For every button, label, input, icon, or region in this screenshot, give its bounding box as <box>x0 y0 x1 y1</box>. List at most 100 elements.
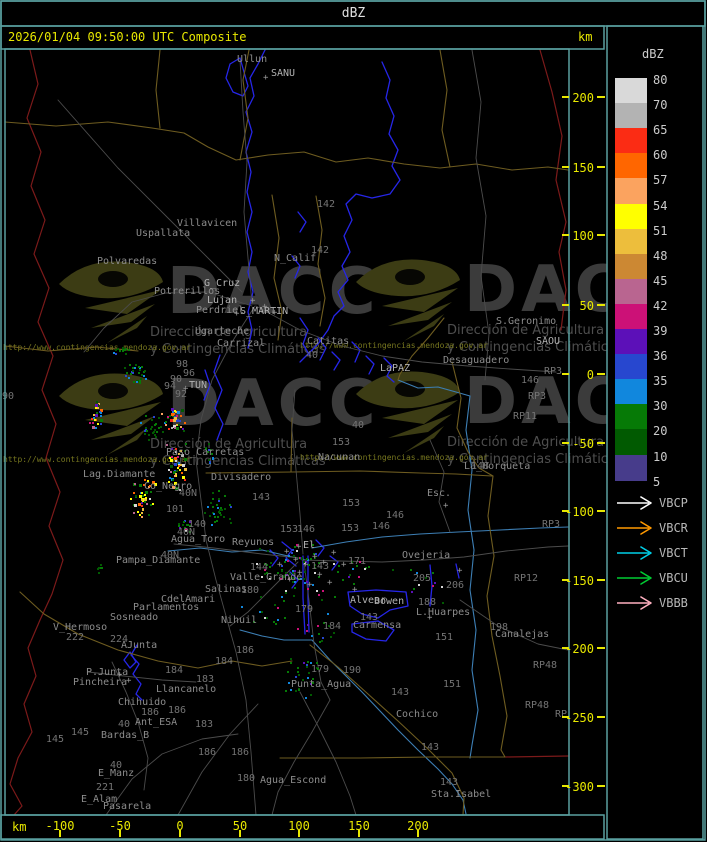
rivers-line <box>383 357 395 383</box>
radar-echo-pixel <box>136 379 138 382</box>
radar-echo-pixel <box>277 618 280 621</box>
map-label: 186 <box>198 747 217 758</box>
radar-echo-pixel <box>138 380 141 382</box>
right-axis-tick-label: 100 <box>572 229 594 243</box>
map-label: 180 <box>241 585 260 596</box>
radar-echo-pixel <box>293 595 296 598</box>
radar-echo-pixel <box>161 430 164 433</box>
roads-line <box>57 99 243 293</box>
map-label: 143 <box>311 561 330 572</box>
map-label: 153 <box>341 523 360 534</box>
map-label: 143 <box>252 492 271 503</box>
radar-echo-pixel <box>94 413 98 417</box>
rivers-line <box>315 539 325 557</box>
radar-echo-pixel <box>96 407 99 410</box>
depts-line <box>205 470 493 477</box>
vector-label: VBCU <box>659 571 688 585</box>
radar-echo-pixel <box>209 460 212 463</box>
map-label: 153 <box>332 437 351 448</box>
radar-echo-pixel <box>173 469 176 472</box>
radar-echo-pixel <box>93 413 96 416</box>
watermark-caption-line2: y Contingencias Climáticas <box>447 340 623 355</box>
roads-line <box>459 599 569 651</box>
radar-echo-pixel <box>178 419 181 422</box>
radar-echo-pixel <box>179 464 182 467</box>
radar-echo-pixel <box>160 426 163 429</box>
radar-echo-pixel <box>100 567 103 570</box>
radar-echo-pixel <box>223 495 226 497</box>
radar-echo-pixel <box>218 508 221 511</box>
radar-echo-pixel <box>175 450 177 453</box>
radar-echo-pixel <box>176 419 180 422</box>
right-axis-tick-label: 200 <box>572 91 594 105</box>
radar-echo-pixel <box>148 513 151 516</box>
radar-echo-pixel <box>305 560 308 563</box>
radar-echo-pixel <box>165 423 168 426</box>
radar-echo-pixel <box>365 566 368 569</box>
rivers-line <box>351 341 361 363</box>
vector-label: VBBB <box>659 596 688 610</box>
right-axis-tick <box>597 166 605 168</box>
radar-echo-pixel <box>132 366 134 369</box>
radar-echo-pixel <box>218 498 220 501</box>
scale-cell <box>615 78 647 104</box>
radar-echo-pixel <box>184 421 186 424</box>
station-cross-marker: + <box>457 566 463 576</box>
radar-echo-pixel <box>170 427 173 430</box>
radar-echo-pixel <box>303 561 305 564</box>
radar-echo-pixel <box>173 424 176 428</box>
radar-echo-pixel <box>152 432 154 435</box>
watermark-caption-line1: Dirección de Agricultura <box>150 437 308 452</box>
radar-echo-pixel <box>144 500 147 503</box>
radar-echo-pixel <box>441 601 444 604</box>
radar-echo-pixel <box>282 576 285 579</box>
dacc-watermark: DACC Dirección de Agricultura y Contingenc… <box>0 366 376 476</box>
radar-echo-pixel <box>166 444 169 446</box>
radar-echo-pixel <box>147 438 150 441</box>
radar-echo-pixel <box>310 681 313 684</box>
radar-echo-pixel <box>309 662 312 665</box>
radar-echo-pixel <box>252 621 255 624</box>
steel-line <box>465 395 479 759</box>
radar-echo-pixel <box>349 574 352 577</box>
radar-echo-pixel <box>144 491 148 495</box>
radar-echo-pixel <box>357 575 360 578</box>
radar-echo-pixel <box>318 632 321 635</box>
vbbb-arrow-icon <box>617 596 652 610</box>
scale-cell <box>615 128 647 155</box>
steel-line <box>239 629 313 641</box>
depts-line <box>5 345 139 352</box>
map-label: 40 <box>352 420 365 431</box>
radar-echo-pixel <box>218 489 221 492</box>
radar-echo-pixel <box>144 429 147 432</box>
radar-echo-pixel <box>293 555 295 558</box>
radar-echo-pixel <box>411 591 414 594</box>
map-label: RP12 <box>514 573 539 584</box>
right-axis-inner-tick <box>562 166 569 168</box>
radar-echo-pixel <box>294 675 297 678</box>
vector-legend-item: VBCU <box>615 570 700 586</box>
radar-echo-pixel <box>133 504 137 508</box>
radar-echo-pixel <box>173 413 176 416</box>
scale-tick-label: 5 <box>653 475 661 489</box>
right-axis-tick <box>597 234 605 236</box>
map-label: Polvaredas <box>97 256 158 267</box>
radar-echo-pixel <box>296 670 299 673</box>
radar-echo-pixel <box>266 616 269 619</box>
map-label: Nihuil <box>221 615 258 626</box>
map-label: 143 <box>360 612 379 623</box>
right-axis-inner-tick <box>562 373 569 375</box>
map-label: Uspallata <box>136 228 191 239</box>
radar-echo-pixel <box>170 407 174 411</box>
station-cross-marker: + <box>341 560 347 570</box>
radar-echo-pixel <box>297 689 300 692</box>
scale-tick-label: 30 <box>653 399 668 413</box>
scale-cell <box>615 379 647 406</box>
radar-echo-pixel <box>175 462 178 465</box>
radar-echo-pixel <box>134 496 137 498</box>
radar-echo-pixel <box>183 449 186 452</box>
right-axis-tick-label: 150 <box>572 161 594 175</box>
map-label: CdelAmari <box>161 594 216 605</box>
radar-echo-pixel <box>284 559 287 562</box>
map-label: 184 <box>215 656 234 667</box>
